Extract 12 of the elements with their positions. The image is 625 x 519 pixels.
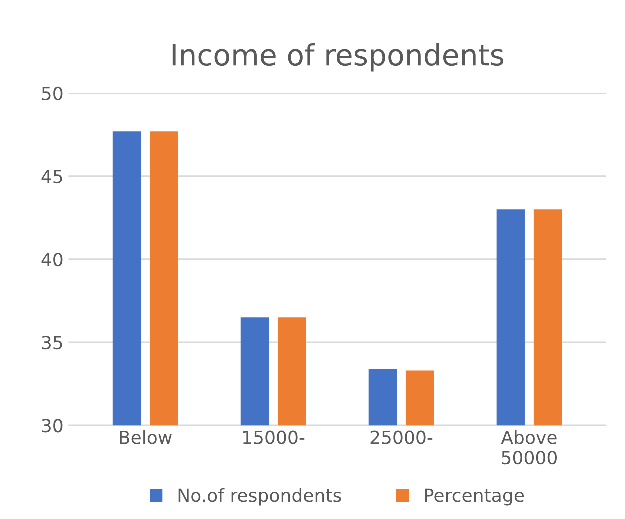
x-tick-label: Above 50000 xyxy=(501,430,557,465)
chart-title: Income of respondents xyxy=(172,43,504,72)
y-tick-label: 35 xyxy=(42,336,62,350)
x-tick-label: 15000- xyxy=(244,430,305,444)
legend-label: Percentage xyxy=(425,488,524,506)
x-tick-label: 25000- xyxy=(370,430,433,444)
legend-label: No.of respondents xyxy=(178,488,342,506)
y-tick-label: 40 xyxy=(42,252,63,267)
y-tick-label: 50 xyxy=(42,86,63,101)
x-tick-label: Below xyxy=(120,430,172,444)
y-tick-label: 45 xyxy=(42,170,62,184)
y-tick-label: 30 xyxy=(42,419,63,433)
